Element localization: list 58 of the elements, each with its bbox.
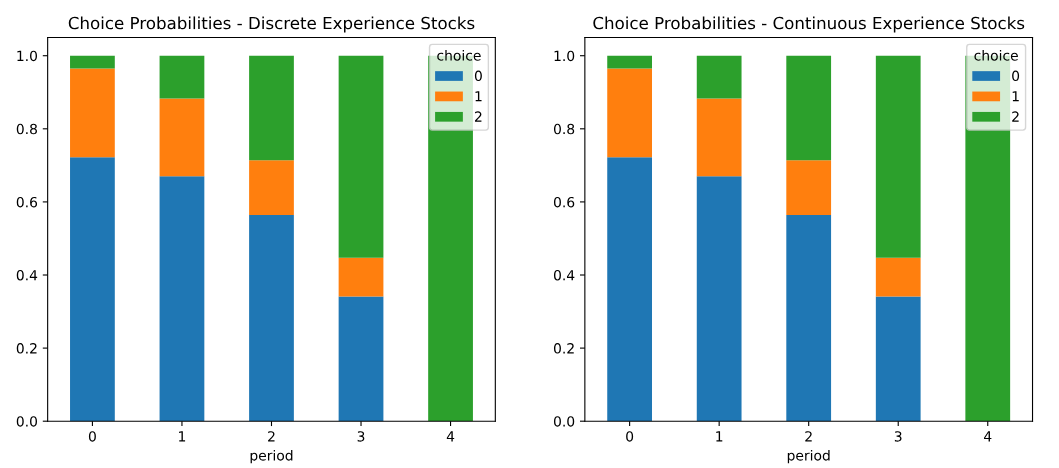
- legend-title: choice: [974, 49, 1018, 61]
- y-tick-label: 0.4: [553, 269, 575, 281]
- y-tick-label: 0.8: [553, 123, 575, 135]
- y-tick-label: 0.0: [16, 416, 38, 427]
- chart-title: Choice Probabilities - Continuous Experience Stocks: [593, 16, 1025, 33]
- bar: [338, 257, 384, 297]
- bar: [875, 296, 921, 422]
- y-tick-label: 0.6: [553, 196, 575, 208]
- legend-label: 0: [1012, 70, 1020, 82]
- bar: [249, 160, 294, 216]
- bar: [70, 55, 115, 69]
- bar: [696, 98, 742, 177]
- bar: [607, 157, 653, 422]
- bar: [696, 176, 742, 422]
- legend-label: 0: [474, 70, 482, 82]
- x-tick-label: 3: [357, 431, 365, 442]
- bar: [338, 296, 384, 422]
- y-tick-label: 1.0: [554, 50, 575, 62]
- bar: [159, 55, 205, 99]
- bar: [875, 257, 921, 297]
- legend-label: 2: [1012, 111, 1019, 122]
- x-axis-title: period: [787, 449, 830, 464]
- bar: [70, 157, 115, 422]
- x-tick-label: 2: [805, 431, 812, 442]
- x-tick-label: 3: [894, 431, 902, 442]
- bar: [249, 215, 294, 422]
- bar: [70, 68, 115, 158]
- x-tick-label: 0: [88, 431, 96, 442]
- y-tick-label: 0.2: [553, 343, 574, 354]
- bar: [159, 176, 205, 422]
- y-tick-label: 0.0: [553, 416, 575, 427]
- y-tick-label: 0.6: [16, 196, 38, 208]
- x-tick-label: 0: [626, 431, 634, 442]
- bar: [786, 55, 832, 161]
- bar: [607, 68, 653, 158]
- legend-title: choice: [437, 49, 481, 61]
- chart-title: Choice Probabilities - Discrete Experience Stocks: [68, 16, 475, 33]
- bar: [338, 55, 384, 258]
- bar: [696, 55, 742, 99]
- y-tick-label: 0.4: [16, 269, 38, 281]
- y-tick-label: 0.8: [16, 123, 37, 135]
- x-tick-label: 2: [268, 431, 275, 442]
- bar: [875, 55, 921, 258]
- legend-label: 1: [475, 91, 482, 102]
- x-axis-title: period: [250, 449, 293, 464]
- bar: [249, 55, 294, 161]
- bar: [786, 215, 832, 422]
- legend-label: 1: [1012, 91, 1019, 102]
- x-tick-label: 1: [179, 431, 186, 442]
- x-tick-label: 4: [446, 431, 455, 442]
- bar: [159, 98, 205, 177]
- y-tick-label: 1.0: [17, 50, 38, 62]
- bar: [607, 55, 653, 69]
- x-tick-label: 1: [716, 431, 723, 442]
- legend-label: 2: [475, 111, 482, 122]
- x-tick-label: 4: [984, 431, 992, 442]
- y-tick-label: 0.2: [16, 343, 37, 354]
- bar: [786, 160, 832, 216]
